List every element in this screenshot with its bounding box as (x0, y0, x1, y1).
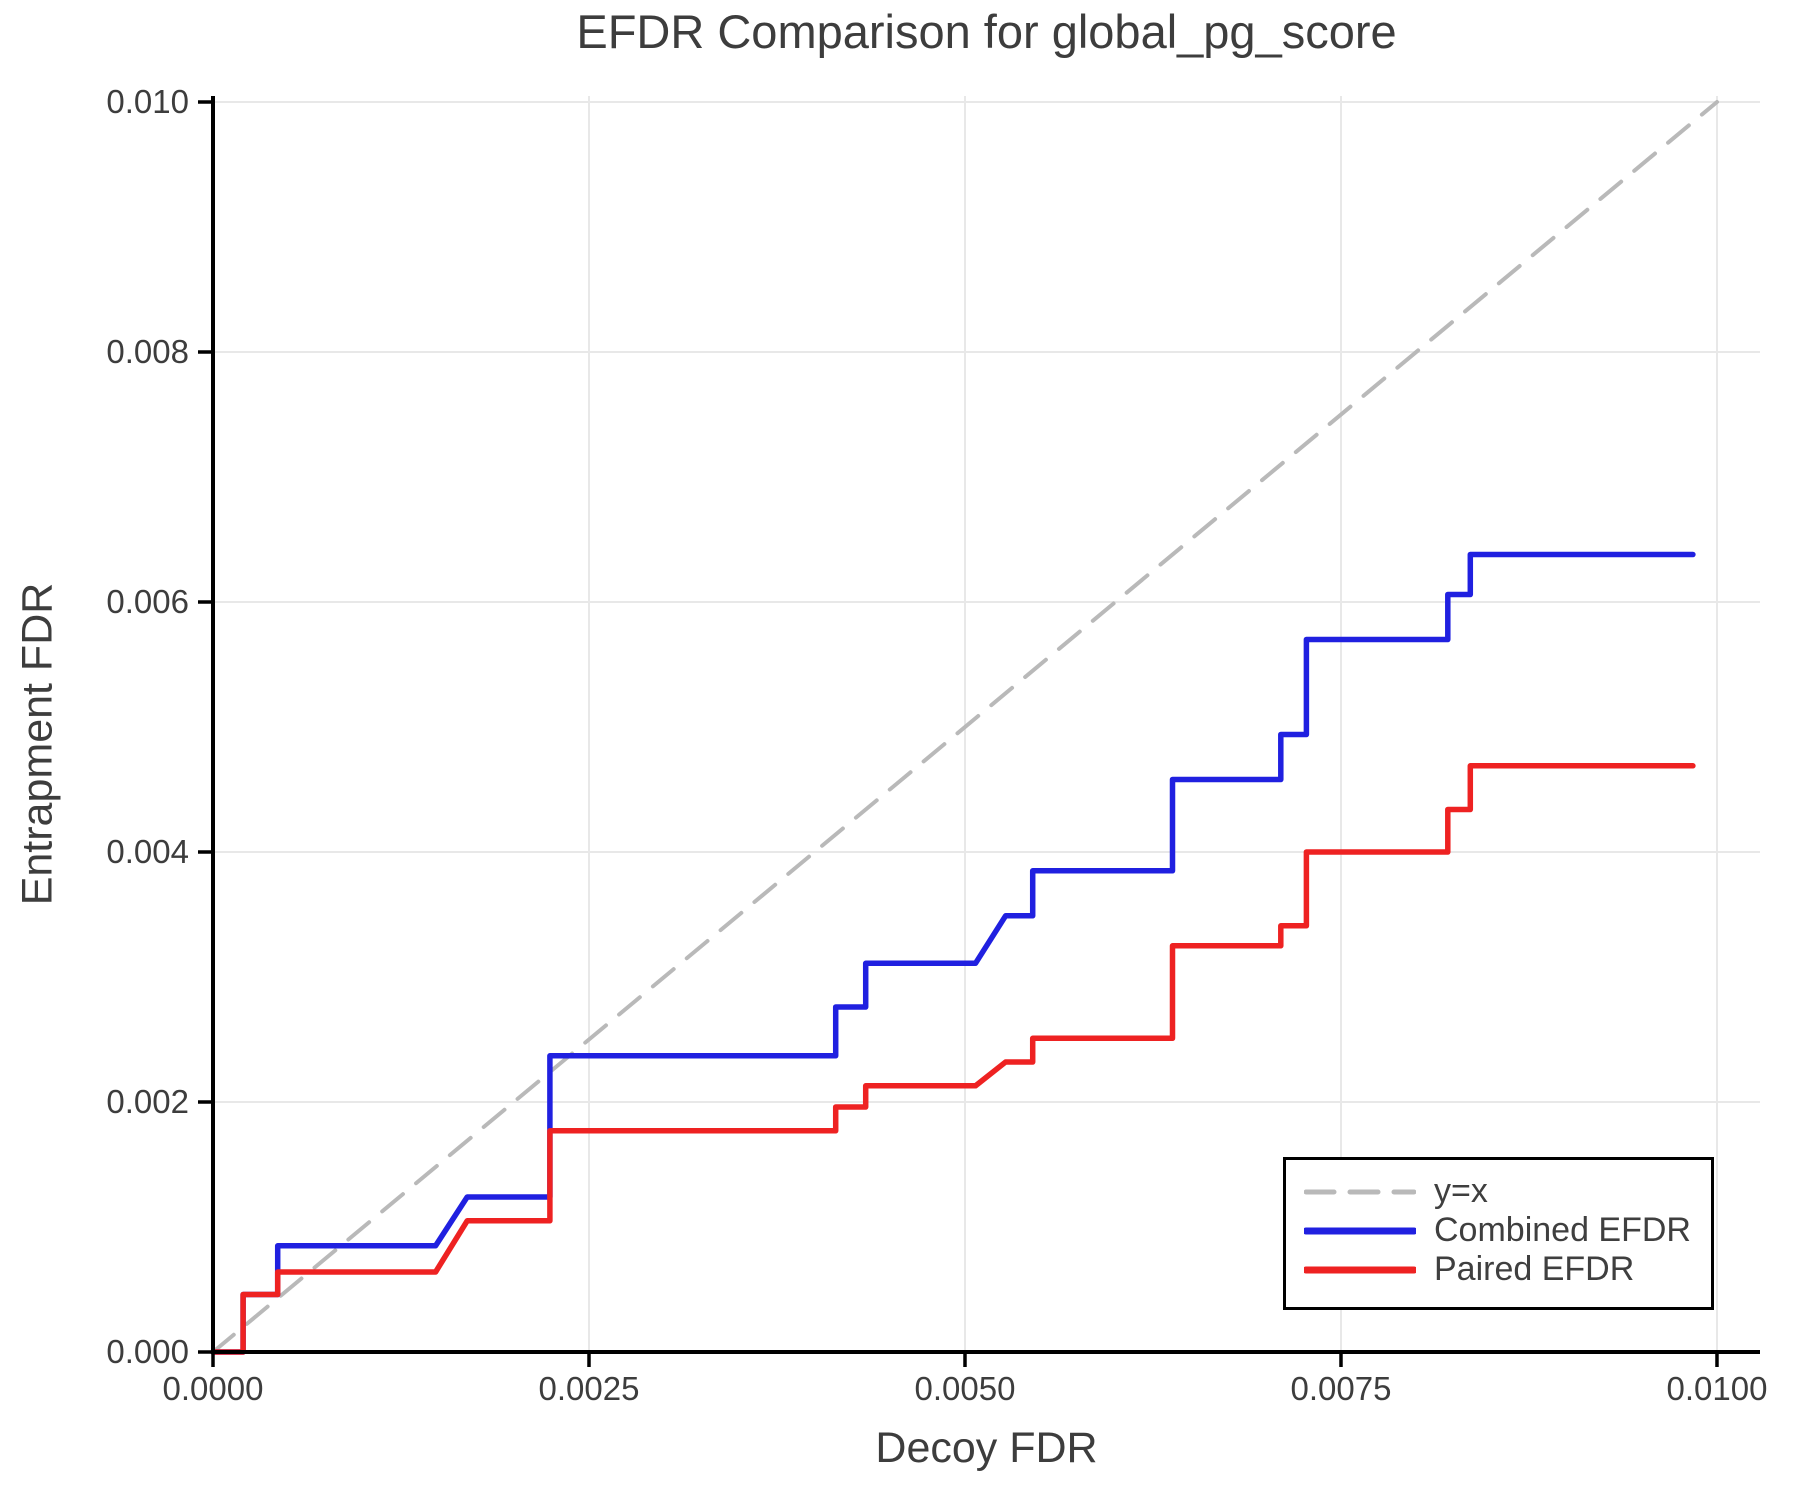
legend-row-combined: Combined EFDR (1304, 1211, 1711, 1250)
legend-label-paired: Paired EFDR (1434, 1250, 1635, 1288)
y-axis-label: Entrapment FDR (13, 582, 62, 906)
legend-row-identity: y=x (1304, 1172, 1711, 1211)
series-line-combined-efdr (210, 551, 1696, 1355)
legend-label-identity: y=x (1434, 1172, 1488, 1210)
x-tick-label: 0.0075 (1291, 1370, 1392, 1407)
x-tick-label: 0.0100 (1667, 1370, 1768, 1407)
legend-row-paired: Paired EFDR (1304, 1250, 1711, 1289)
legend-combined-line-sample (1304, 1226, 1416, 1236)
legend-dashed-line-sample (1304, 1187, 1416, 1197)
x-tick-label: 0.0025 (539, 1370, 640, 1407)
series-line-paired-efdr (210, 763, 1696, 1355)
plot-title: EFDR Comparison for global_pg_score (576, 5, 1397, 58)
series-line-y-x (211, 100, 1719, 1354)
y-tick-label: 0.004 (106, 833, 189, 870)
x-tick-label: 0.0000 (163, 1370, 264, 1407)
legend-label-combined: Combined EFDR (1434, 1211, 1691, 1249)
y-tick-label: 0.010 (106, 83, 189, 120)
x-axis-label: Decoy FDR (875, 1424, 1098, 1472)
y-tick-label: 0.006 (106, 583, 189, 620)
y-tick-label: 0.002 (106, 1083, 189, 1120)
y-tick-label: 0.000 (106, 1333, 189, 1370)
y-tick-label: 0.008 (106, 333, 189, 370)
legend: y=x Combined EFDR Paired EFDR (1283, 1157, 1714, 1310)
x-tick-label: 0.0050 (915, 1370, 1016, 1407)
legend-paired-line-sample (1304, 1265, 1416, 1275)
